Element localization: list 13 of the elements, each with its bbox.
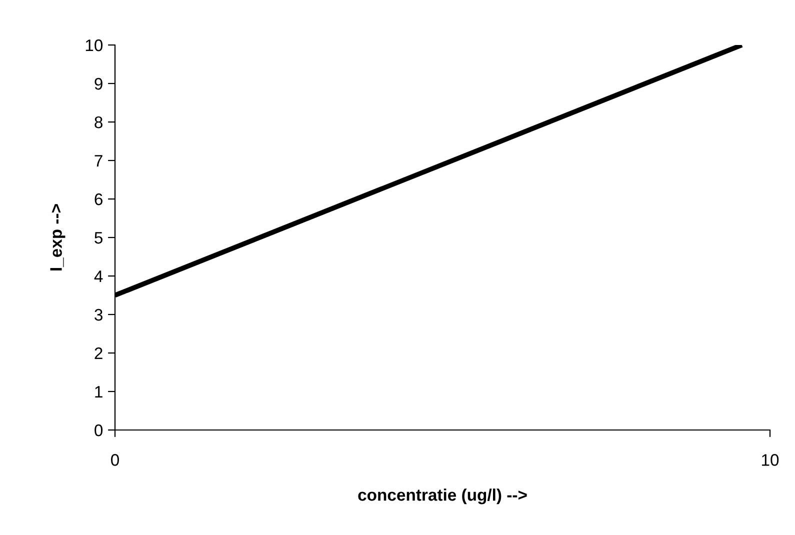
y-tick-label: 5 — [94, 232, 102, 244]
y-tick-label: 10 — [86, 39, 103, 52]
y-tick-label: 0 — [94, 424, 103, 436]
x-axis-title: concentratie (ug/l) --> — [358, 488, 527, 504]
y-tick-label: 2 — [94, 347, 102, 360]
y-axis-title: I_exp --> — [50, 204, 66, 270]
y-tick-label: 1 — [95, 386, 102, 398]
y-tick-label: 9 — [94, 78, 102, 90]
y-tick-label: 8 — [94, 116, 102, 128]
y-tick-label: 6 — [94, 193, 102, 206]
y-tick-label: 7 — [94, 155, 102, 167]
y-tick-label: 3 — [94, 308, 102, 321]
y-tick-label: 4 — [94, 270, 103, 282]
